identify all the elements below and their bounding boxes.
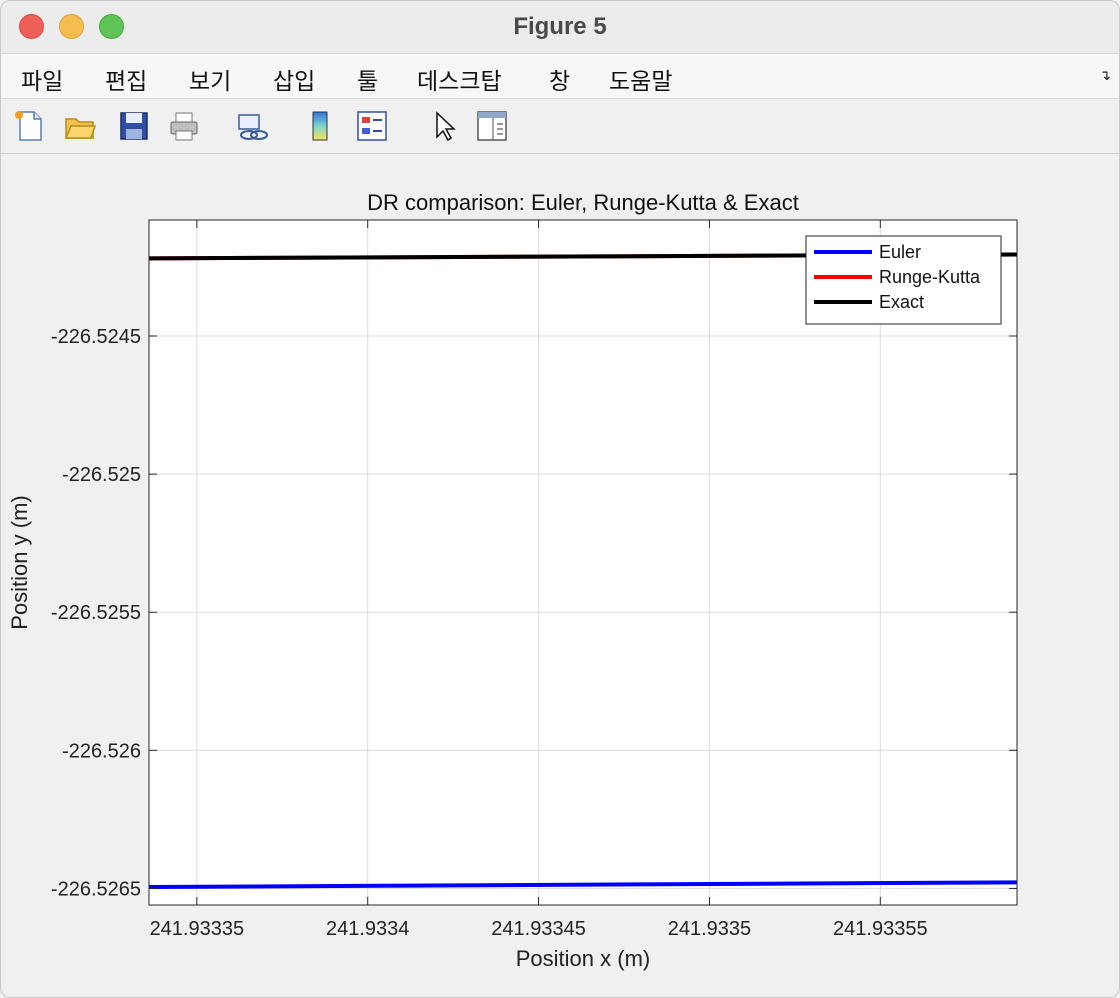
dock-arrow-icon[interactable]: ↴ bbox=[1099, 68, 1111, 84]
menu-tools[interactable]: 툴 bbox=[357, 69, 379, 95]
menu-bar: 파일 편집 보기 삽입 툴 데스크탑 창 도움말 ↴ bbox=[1, 54, 1119, 99]
plot-frame bbox=[148, 219, 1018, 906]
legend[interactable]: Euler Runge-Kutta Exact bbox=[805, 235, 1002, 325]
new-figure-icon[interactable] bbox=[13, 109, 47, 143]
plot-area[interactable] bbox=[149, 220, 1017, 905]
legend-icon[interactable] bbox=[355, 109, 389, 143]
chart-svg: 241.93335 241.9334 241.93345 241.9335 241.93… bbox=[7, 190, 1018, 971]
link-plot-icon[interactable] bbox=[235, 109, 269, 143]
y-tick-label: -226.5255 bbox=[51, 602, 141, 624]
chart-title: DR comparison: Euler, Runge-Kutta & Exac… bbox=[367, 190, 799, 215]
print-icon[interactable] bbox=[167, 109, 201, 143]
x-tick-label: 241.93335 bbox=[150, 918, 245, 940]
x-tick-label: 241.9335 bbox=[668, 918, 751, 940]
minimize-window-button[interactable] bbox=[59, 14, 84, 39]
legend-entry: Runge-Kutta bbox=[879, 267, 981, 287]
edit-plot-pointer-icon[interactable] bbox=[427, 109, 461, 143]
menu-desktop[interactable]: 데스크탑 bbox=[417, 69, 502, 95]
x-axis-label: Position x (m) bbox=[516, 946, 650, 971]
close-window-button[interactable] bbox=[19, 14, 44, 39]
y-tick-label: -226.526 bbox=[62, 740, 141, 762]
y-tick-label: -226.5245 bbox=[51, 326, 141, 348]
x-tick-label: 241.9334 bbox=[326, 918, 409, 940]
menu-insert[interactable]: 삽입 bbox=[273, 69, 316, 95]
save-icon[interactable] bbox=[117, 109, 151, 143]
x-tick-label: 241.93355 bbox=[833, 918, 928, 940]
menu-edit[interactable]: 편집 bbox=[105, 69, 148, 95]
window-title: Figure 5 bbox=[513, 13, 607, 40]
maximize-window-button[interactable] bbox=[99, 14, 124, 39]
toolbar bbox=[1, 99, 1119, 154]
title-bar: Figure 5 bbox=[1, 1, 1119, 54]
menu-file[interactable]: 파일 bbox=[21, 69, 64, 95]
legend-entry: Euler bbox=[879, 242, 921, 262]
menu-window[interactable]: 창 bbox=[549, 69, 571, 95]
y-tick-label: -226.525 bbox=[62, 464, 141, 486]
x-tick-label: 241.93345 bbox=[491, 918, 586, 940]
series-line-euler[interactable] bbox=[148, 880, 1018, 890]
property-inspector-icon[interactable] bbox=[475, 109, 509, 143]
legend-entry: Exact bbox=[879, 292, 924, 312]
open-file-icon[interactable] bbox=[63, 109, 97, 143]
y-axis-label: Position y (m) bbox=[7, 495, 32, 629]
menu-view[interactable]: 보기 bbox=[189, 69, 232, 95]
figure-canvas: 241.93335 241.9334 241.93345 241.9335 241.93… bbox=[1, 154, 1119, 997]
y-tick-label: -226.5265 bbox=[51, 878, 141, 900]
colorbar-icon[interactable] bbox=[303, 109, 337, 143]
menu-help[interactable]: 도움말 bbox=[609, 69, 673, 95]
